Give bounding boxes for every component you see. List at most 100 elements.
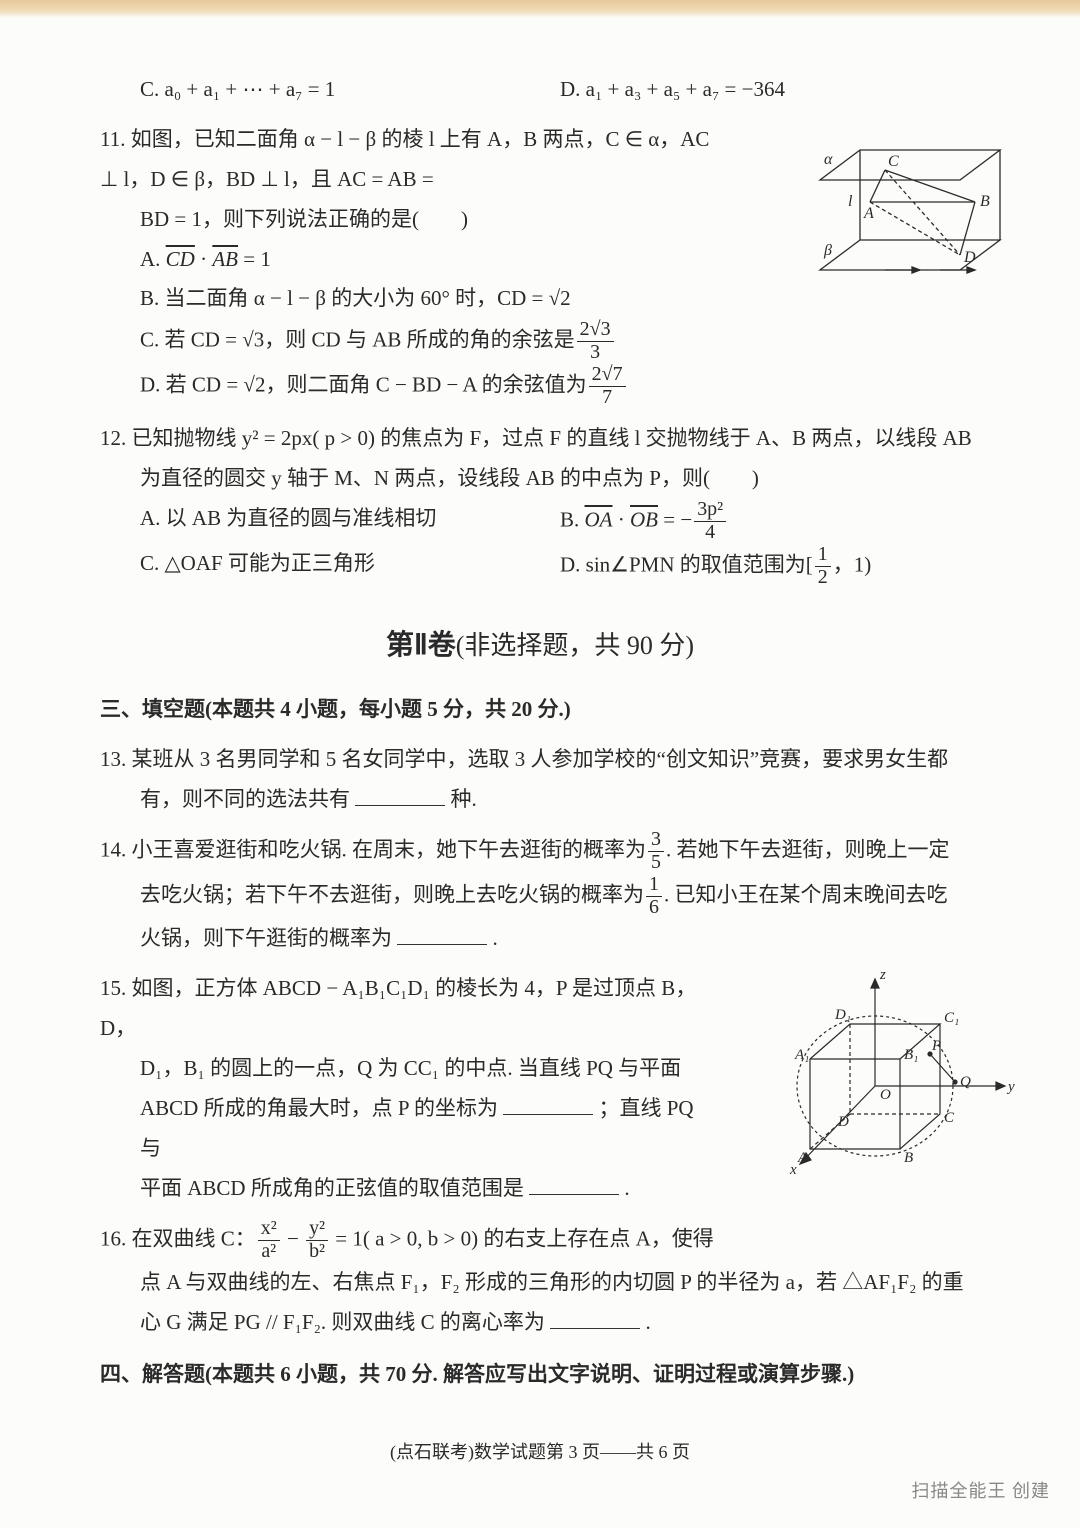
q14-f1n: 3 (648, 829, 664, 852)
q16: 16. 在双曲线 C：x²a² − y²b² = 1( a > 0, b > 0… (100, 1218, 980, 1343)
q15-l4b: . (624, 1176, 629, 1200)
q15-blank-2 (529, 1173, 619, 1195)
fig11-C: C (888, 153, 899, 170)
fig11-A: A (863, 205, 874, 222)
q16-l3a: 心 G 满足 PG // F₁F₂. 则双曲线 C 的离心率为 (140, 1310, 545, 1334)
q13-number: 13. (100, 747, 126, 771)
q14-l3b: . (493, 926, 498, 950)
q12-opt-c: C. △OAF 可能为正三角形 (140, 544, 560, 589)
fig15-C: C (944, 1110, 955, 1126)
q12-d-num: 1 (815, 544, 831, 567)
q11-stem-line1: 如图，已知二面角 α − l − β 的棱 l 上有 A，B 两点，C ∈ α，… (100, 127, 709, 191)
q15-number: 15. (100, 976, 126, 1000)
q10-opt-c: C. a₀ + a₁ + ⋯ + a₇ = 1 (140, 70, 560, 110)
part2-title: 第Ⅱ卷(非选择题，共 90 分) (100, 619, 980, 672)
q16-l1a: 在双曲线 C： (132, 1227, 256, 1251)
q15: 15. 如图，正方体 ABCD − A₁B₁C₁D₁ 的棱长为 4，P 是过顶点… (100, 969, 980, 1208)
fig15-z: z (879, 967, 886, 983)
q11-opt-d-pre: D. 若 CD = √2，则二面角 C − BD − A 的余弦值为 (140, 372, 587, 396)
q16-fxn: x² (258, 1218, 280, 1241)
q16-fxd: a² (258, 1241, 280, 1263)
q13-line2b: 种. (451, 787, 477, 811)
watermark: 扫描全能王 创建 (912, 1474, 1051, 1508)
part2-title-rest: (非选择题，共 90 分) (456, 631, 694, 660)
page-footer: (点石联考)数学试题第 3 页——共 6 页 (100, 1435, 980, 1469)
fig15-Q: Q (960, 1074, 971, 1090)
fig15-C1: C₁ (944, 1010, 959, 1026)
fig15-B1: B₁ (904, 1047, 918, 1063)
q16-number: 16. (100, 1227, 126, 1251)
q16-fyd: b² (306, 1241, 328, 1263)
q12-d-pre: D. sin∠PMN 的取值范围为[ (560, 552, 813, 576)
q15-figure: z y x A₁ B₁ C₁ D₁ A B C D P Q O (780, 964, 1050, 1184)
fig15-A: A (797, 1150, 808, 1166)
q11-opt-a: A. CD · AB = 1 (140, 240, 720, 280)
q14-f2d: 6 (646, 897, 662, 919)
q13-blank (355, 784, 445, 806)
q12-b-den: 4 (694, 522, 726, 544)
fig15-D: D (837, 1114, 849, 1130)
q14-l1b: . 若她下午去逛街，则晚上一定 (666, 838, 950, 862)
fig15-P: P (931, 1038, 941, 1054)
q11-number: 11. (100, 127, 125, 151)
q12-d-post: ，1) (833, 552, 872, 576)
q16-minus: − (282, 1227, 304, 1251)
q11-d-den: 7 (589, 387, 626, 409)
q16-l1b: = 1( a > 0, b > 0) 的右支上存在点 A，使得 (330, 1227, 714, 1251)
q14-f1d: 5 (648, 852, 664, 874)
fig11-B: B (980, 193, 990, 210)
q12-opt-b: B. OA · OB = −3p²4 (560, 499, 980, 544)
q16-fyn: y² (306, 1218, 328, 1241)
q12-opt-a: A. 以 AB 为直径的圆与准线相切 (140, 499, 560, 544)
fig15-B: B (904, 1150, 913, 1166)
q12-b-num: 3p² (694, 499, 726, 522)
q14-f2n: 1 (646, 874, 662, 897)
q11-opt-b: B. 当二面角 α − l − β 的大小为 60° 时，CD = √2 (140, 279, 720, 319)
q12-opt-d: D. sin∠PMN 的取值范围为[12，1) (560, 544, 980, 589)
fig15-A1: A₁ (794, 1047, 809, 1063)
q12: 12. 已知抛物线 y² = 2px( p > 0) 的焦点为 F，过点 F 的… (100, 419, 980, 589)
fig11-D: D (963, 249, 976, 266)
exam-page: C. a₀ + a₁ + ⋯ + a₇ = 1 D. a₁ + a₃ + a₅ … (0, 0, 1080, 1528)
q11: 11. 如图，已知二面角 α − l − β 的棱 l 上有 A，B 两点，C … (100, 120, 980, 409)
q11-opt-c: C. 若 CD = √3，则 CD 与 AB 所成的角的余弦是2√33 (140, 319, 720, 364)
q13-line1: 某班从 3 名男同学和 5 名女同学中，选取 3 人参加学校的“创文知识”竞赛，… (132, 747, 949, 771)
fig11-l: l (848, 193, 853, 210)
q16-blank (550, 1307, 640, 1329)
q14-l1a: 小王喜爱逛街和吃火锅. 在周末，她下午去逛街的概率为 (132, 838, 647, 862)
q15-l2: D₁，B₁ 的圆上的一点，Q 为 CC₁ 的中点. 当直线 PQ 与平面 (140, 1049, 700, 1089)
part2-title-bold: 第Ⅱ卷 (386, 630, 456, 661)
fig11-alpha: α (824, 151, 833, 168)
q11-stem-line2: BD = 1，则下列说法正确的是( ) (140, 200, 720, 240)
q14-number: 14. (100, 838, 126, 862)
fill-heading: 三、填空题(本题共 4 小题，每小题 5 分，共 20 分.) (100, 690, 980, 730)
q13: 13. 某班从 3 名男同学和 5 名女同学中，选取 3 人参加学校的“创文知识… (100, 740, 980, 820)
q14: 14. 小王喜爱逛街和吃火锅. 在周末，她下午去逛街的概率为35. 若她下午去逛… (100, 829, 980, 959)
q12-stem-line1: 已知抛物线 y² = 2px( p > 0) 的焦点为 F，过点 F 的直线 l… (132, 426, 972, 450)
q11-c-num: 2√3 (577, 319, 614, 342)
q10-options-row: C. a₀ + a₁ + ⋯ + a₇ = 1 D. a₁ + a₃ + a₅ … (140, 70, 980, 110)
q14-l2b: . 已知小王在某个周末晚间去吃 (664, 883, 948, 907)
fig15-D1: D₁ (834, 1007, 851, 1023)
q16-l3b: . (645, 1310, 650, 1334)
q12-stem-line2: 为直径的圆交 y 轴于 M、N 两点，设线段 AB 的中点为 P，则( ) (140, 459, 980, 499)
q15-l4a: 平面 ABCD 所成角的正弦值的取值范围是 (140, 1176, 524, 1200)
fig15-y: y (1006, 1079, 1015, 1095)
q15-blank-1 (503, 1093, 593, 1115)
q11-opt-c-pre: C. 若 CD = √3，则 CD 与 AB 所成的角的余弦是 (140, 328, 575, 352)
q10-opt-d: D. a₁ + a₃ + a₅ + a₇ = −364 (560, 70, 980, 110)
q14-l3a: 火锅，则下午逛街的概率为 (140, 926, 392, 950)
q12-d-den: 2 (815, 567, 831, 589)
fig15-x: x (789, 1162, 797, 1178)
fig15-O: O (880, 1087, 891, 1103)
q15-l1: 如图，正方体 ABCD − A₁B₁C₁D₁ 的棱长为 4，P 是过顶点 B，D… (100, 976, 696, 1040)
q12-number: 12. (100, 426, 126, 450)
q16-l2: 点 A 与双曲线的左、右焦点 F₁，F₂ 形成的三角形的内切圆 P 的半径为 a… (140, 1263, 980, 1303)
fig11-beta: β (823, 242, 832, 259)
q13-line2a: 有，则不同的选法共有 (140, 787, 350, 811)
q11-c-den: 3 (577, 342, 614, 364)
top-band (0, 0, 1080, 18)
q11-opt-d: D. 若 CD = √2，则二面角 C − BD − A 的余弦值为2√77 (140, 364, 720, 409)
q11-figure: α β l A B C D (800, 140, 1040, 310)
q14-l2a: 去吃火锅；若下午不去逛街，则晚上去吃火锅的概率为 (140, 883, 644, 907)
